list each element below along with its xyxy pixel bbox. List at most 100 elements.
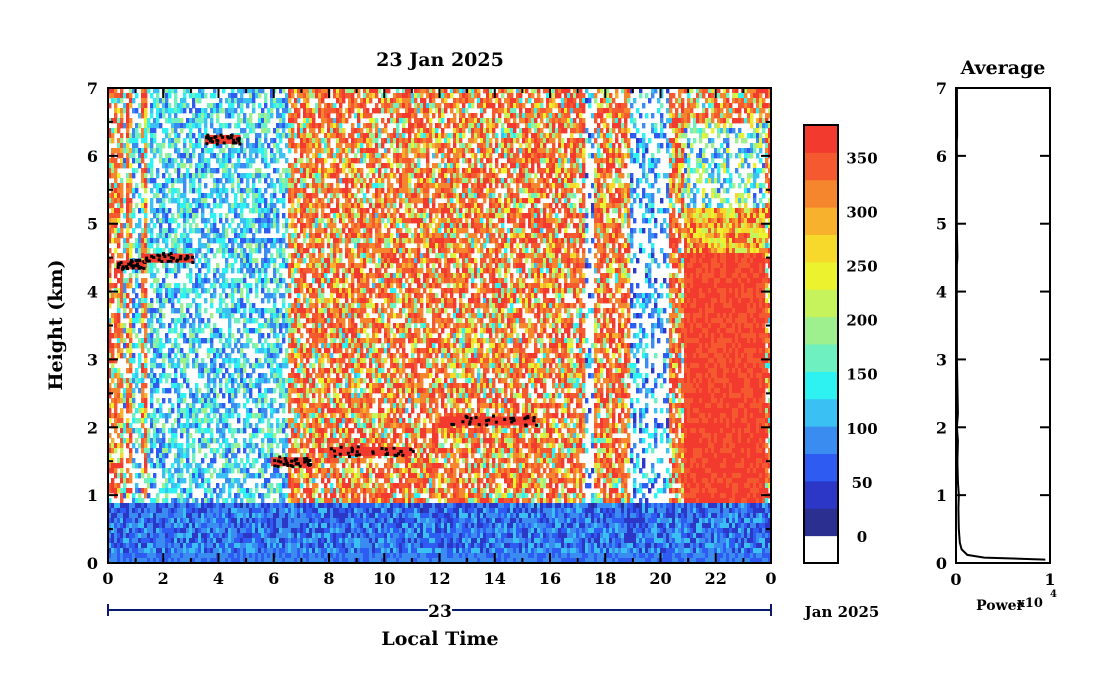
heatmap-cell — [288, 118, 292, 124]
heatmap-cell — [264, 533, 268, 539]
heatmap-cell — [186, 468, 190, 474]
heatmap-cell — [297, 208, 301, 214]
heatmap-cell — [165, 478, 169, 484]
heatmap-cell — [123, 283, 127, 289]
heatmap-cell — [195, 463, 199, 469]
heatmap-cell — [330, 123, 334, 129]
heatmap-cell — [117, 333, 121, 339]
heatmap-cell — [201, 483, 205, 489]
heatmap-cell — [300, 383, 304, 389]
heatmap-cell — [273, 213, 277, 219]
heatmap-cell — [297, 158, 301, 164]
heatmap-cell — [189, 133, 193, 139]
heatmap-cell — [156, 173, 160, 179]
heatmap-cell — [246, 543, 250, 549]
heatmap-cell — [327, 443, 331, 449]
heatmap-cell — [312, 238, 316, 244]
heatmap-cell — [186, 358, 190, 364]
heatmap-cell — [162, 233, 166, 239]
heatmap-cell — [150, 373, 154, 379]
heatmap-cell — [306, 158, 310, 164]
heatmap-cell — [132, 288, 136, 294]
heatmap-cell — [114, 393, 118, 399]
heatmap-cell — [258, 358, 262, 364]
heatmap-cell — [240, 343, 244, 349]
heatmap-cell — [255, 258, 259, 264]
heatmap-cell — [312, 178, 316, 184]
heatmap-cell — [198, 503, 202, 509]
heatmap-cell — [309, 183, 313, 189]
heatmap-cell — [198, 293, 202, 299]
heatmap-cell — [333, 163, 337, 169]
heatmap-cell — [150, 543, 154, 549]
heatmap-cell — [138, 553, 142, 559]
heatmap-cell — [129, 198, 133, 204]
heatmap-cell — [108, 163, 112, 169]
heatmap-cell — [222, 538, 226, 544]
heatmap-cell — [231, 298, 235, 304]
heatmap-cell — [174, 383, 178, 389]
heatmap-cell — [144, 308, 148, 314]
heatmap-cell — [138, 318, 142, 324]
heatmap-cell — [156, 333, 160, 339]
heatmap-cell — [141, 103, 145, 109]
heatmap-cell — [309, 348, 313, 354]
heatmap-cell — [318, 388, 322, 394]
heatmap-cell — [303, 148, 307, 154]
heatmap-cell — [147, 473, 151, 479]
heatmap-cell — [114, 208, 118, 214]
heatmap-cell — [246, 488, 250, 494]
heatmap-cell — [285, 533, 289, 539]
heatmap-cell — [153, 238, 157, 244]
heatmap-cell — [246, 408, 250, 414]
heatmap-cell — [204, 508, 208, 514]
heatmap-cell — [246, 538, 250, 544]
heatmap-cell — [168, 358, 172, 364]
heatmap-cell — [237, 338, 241, 344]
heatmap-cell — [144, 328, 148, 334]
heatmap-cell — [228, 98, 232, 104]
heatmap-cell — [144, 98, 148, 104]
heatmap-cell — [297, 523, 301, 529]
heatmap-cell — [201, 93, 205, 99]
heatmap-cell — [306, 513, 310, 519]
heatmap-cell — [276, 288, 280, 294]
heatmap-cell — [291, 533, 295, 539]
heatmap-cell — [249, 113, 253, 119]
heatmap-cell — [273, 208, 277, 214]
heatmap-cell — [159, 153, 163, 159]
heatmap-cell — [108, 403, 112, 409]
heatmap-cell — [318, 353, 322, 359]
heatmap-cell — [294, 513, 298, 519]
heatmap-cell — [330, 343, 334, 349]
heatmap-cell — [327, 418, 331, 424]
heatmap-cell — [198, 183, 202, 189]
heatmap-cell — [168, 198, 172, 204]
heatmap-cell — [249, 433, 253, 439]
heatmap-cell — [237, 528, 241, 534]
heatmap-cell — [285, 93, 289, 99]
heatmap-cell — [255, 548, 259, 554]
heatmap-cell — [216, 503, 220, 509]
heatmap-cell — [162, 453, 166, 459]
heatmap-cell — [315, 558, 319, 563]
heatmap-cell — [294, 143, 298, 149]
heatmap-cell — [333, 333, 337, 339]
heatmap-cell — [219, 108, 223, 114]
heatmap-cell — [141, 288, 145, 294]
heatmap-cell — [159, 543, 163, 549]
heatmap-cell — [324, 543, 328, 549]
heatmap-cell — [321, 198, 325, 204]
heatmap-cell — [144, 533, 148, 539]
heatmap-cell — [294, 163, 298, 169]
heatmap-cell — [279, 118, 283, 124]
heatmap-cell — [258, 278, 262, 284]
heatmap-cell — [213, 153, 217, 159]
heatmap-cell — [240, 548, 244, 554]
heatmap-cell — [153, 478, 157, 484]
heatmap-cell — [222, 498, 226, 504]
heatmap-cell — [117, 208, 121, 214]
heatmap-cell — [309, 213, 313, 219]
heatmap-cell — [171, 138, 175, 144]
heatmap-cell — [273, 278, 277, 284]
